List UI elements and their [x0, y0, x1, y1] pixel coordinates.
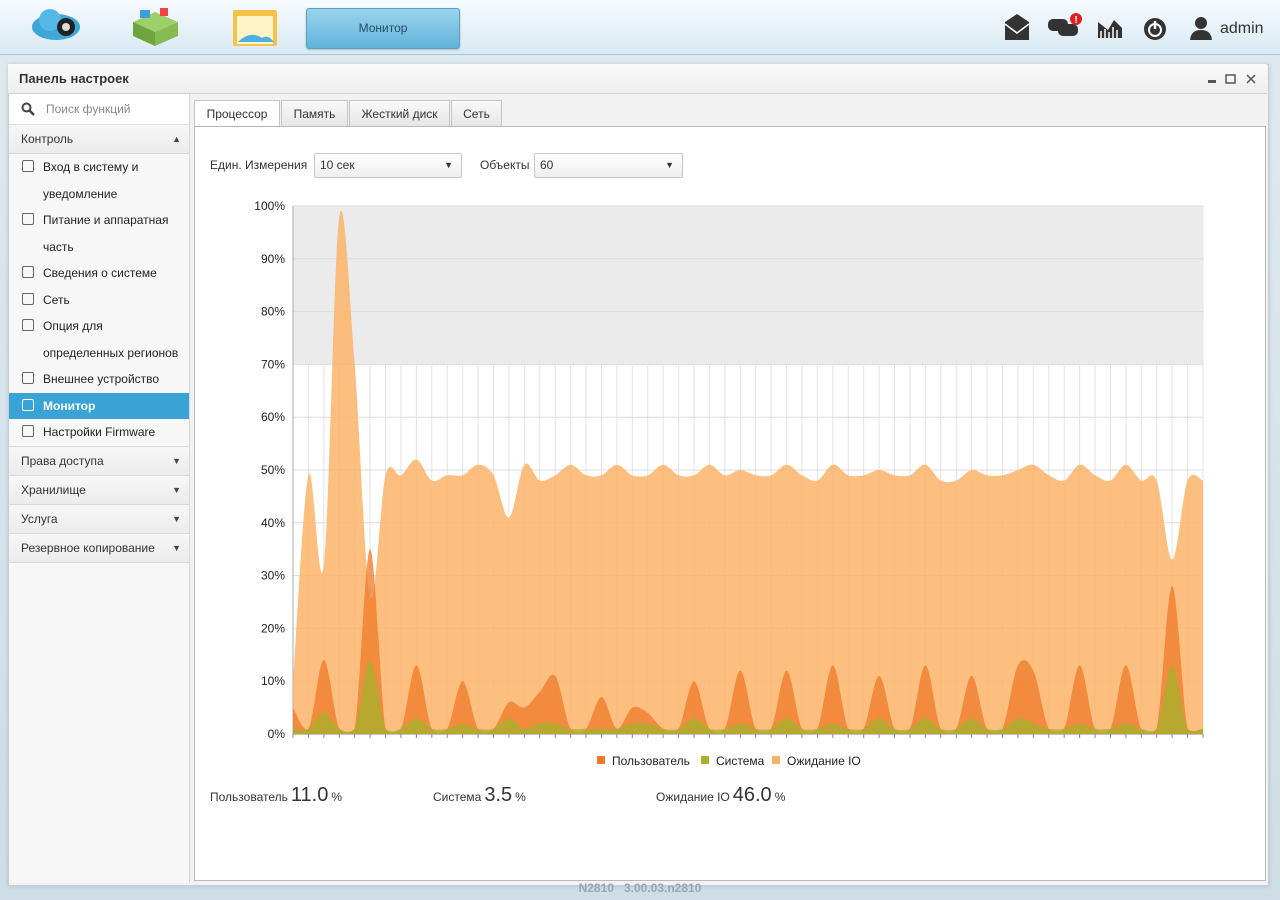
- expand-arrow: ▼: [172, 513, 181, 524]
- firmware-version: 3.00.03.n2810: [623, 881, 702, 895]
- user-name[interactable]: admin: [1220, 20, 1264, 37]
- unit-label: Един. Измерения: [210, 158, 308, 172]
- summary-item: Пользователь 11.0%: [210, 784, 342, 807]
- stats-icon[interactable]: [1098, 20, 1122, 38]
- footer: N2810 3.00.03.n2810: [0, 881, 1280, 895]
- chat-icon[interactable]: [1048, 13, 1082, 36]
- summary-unit: %: [515, 790, 526, 804]
- search-box[interactable]: Поиск функций: [9, 94, 189, 125]
- menu-item[interactable]: Внешнее устройство: [9, 366, 183, 393]
- objects-value: 60: [540, 158, 554, 172]
- dropdown-arrow: ▼: [665, 160, 674, 170]
- summary-label: Ожидание IO: [656, 790, 730, 804]
- dropdown-arrow: ▼: [444, 160, 453, 170]
- notification-badge: !: [1074, 15, 1077, 26]
- menu-item[interactable]: Настройки Firmware: [9, 419, 183, 446]
- expand-arrow: ▼: [172, 484, 181, 495]
- top-bar: ! Монитор admin: [0, 0, 1280, 55]
- menu-icon: [22, 372, 34, 384]
- group-header[interactable]: Права доступа ▼: [9, 446, 189, 476]
- menu-icon: [22, 425, 34, 437]
- window-title-bar: Панель настроек: [8, 64, 1267, 94]
- menu-item[interactable]: Сеть: [9, 287, 183, 314]
- menu-item[interactable]: Питание и аппаратная часть: [9, 207, 183, 260]
- model: N2810: [578, 881, 614, 895]
- menu-label: Сведения о системе: [43, 266, 157, 280]
- menu-label: Монитор: [43, 398, 96, 413]
- expand-arrow: ▲: [172, 134, 181, 144]
- summary-value: 11.0: [290, 784, 329, 806]
- menu-label: Опция для определенных регионов: [43, 319, 179, 360]
- summary-item: Ожидание IO 46.0%: [656, 784, 785, 807]
- window-controls: [1208, 74, 1256, 84]
- user-icon[interactable]: [1190, 17, 1212, 40]
- group-header[interactable]: Услуга ▼: [9, 504, 189, 534]
- power-icon[interactable]: [1144, 18, 1166, 40]
- group-header[interactable]: Хранилище ▼: [9, 475, 189, 505]
- tab[interactable]: Процессор: [194, 100, 280, 127]
- menu-icon: [22, 319, 34, 331]
- summary-unit: %: [331, 790, 342, 804]
- menu-item[interactable]: Вход в систему и уведомление: [9, 154, 183, 207]
- menu-label: Вход в систему и уведомление: [43, 160, 139, 201]
- menu-item[interactable]: Монитор: [9, 392, 189, 419]
- menu-label: Питание и аппаратная часть: [43, 213, 169, 254]
- group-items: Вход в систему и уведомление Питание и ап…: [9, 154, 189, 447]
- summary-unit: %: [774, 790, 786, 804]
- menu-label: Сеть: [43, 292, 70, 307]
- folder-icon[interactable]: [233, 10, 277, 46]
- top-icons: !: [32, 8, 1212, 46]
- objects-label: Объекты: [480, 158, 530, 172]
- mail-icon[interactable]: [1004, 14, 1030, 40]
- expand-arrow: ▼: [172, 455, 181, 466]
- group-header[interactable]: Контроль ▲: [9, 125, 189, 154]
- menu-icon: [22, 160, 34, 172]
- tab[interactable]: Жесткий диск: [349, 100, 450, 126]
- close-button[interactable]: [1246, 74, 1256, 84]
- menu-icon: [22, 398, 34, 411]
- group-header[interactable]: Резервное копирование ▼: [9, 533, 189, 563]
- minimize-button[interactable]: [1208, 80, 1216, 83]
- content-panel: [194, 126, 1266, 881]
- unit-select[interactable]: 10 сек ▼: [314, 153, 462, 178]
- maximize-button[interactable]: [1225, 74, 1236, 84]
- menu-icon: [22, 292, 34, 305]
- menu-icon: [22, 266, 34, 278]
- apps-icon[interactable]: [133, 8, 178, 46]
- menu-label: Внешнее устройство: [43, 372, 160, 386]
- monitor-tab[interactable]: Монитор: [306, 8, 460, 49]
- objects-select[interactable]: 60 ▼: [534, 153, 683, 178]
- summary-item: Система 3.5%: [433, 784, 526, 807]
- menu-label: Настройки Firmware: [43, 425, 156, 439]
- cloud-icon[interactable]: [32, 9, 80, 40]
- summary-value: 3.5: [484, 784, 513, 806]
- sidebar: Поиск функций Контроль ▲ Вход в систему и у…: [9, 94, 190, 883]
- tab[interactable]: Память: [281, 100, 348, 126]
- menu-item[interactable]: Опция для определенных регионов: [9, 313, 183, 366]
- menu-icon: [22, 213, 34, 225]
- menu-item[interactable]: Сведения о системе: [9, 260, 183, 287]
- tab[interactable]: Сеть: [451, 100, 502, 126]
- expand-arrow: ▼: [172, 542, 181, 553]
- summary-label: Система: [433, 790, 482, 804]
- search-icon: [21, 102, 35, 116]
- summary-label: Пользователь: [210, 790, 288, 804]
- window-title: Панель настроек: [19, 71, 129, 86]
- unit-value: 10 сек: [320, 158, 355, 172]
- summary-value: 46.0: [732, 784, 772, 806]
- search-placeholder: Поиск функций: [46, 102, 131, 116]
